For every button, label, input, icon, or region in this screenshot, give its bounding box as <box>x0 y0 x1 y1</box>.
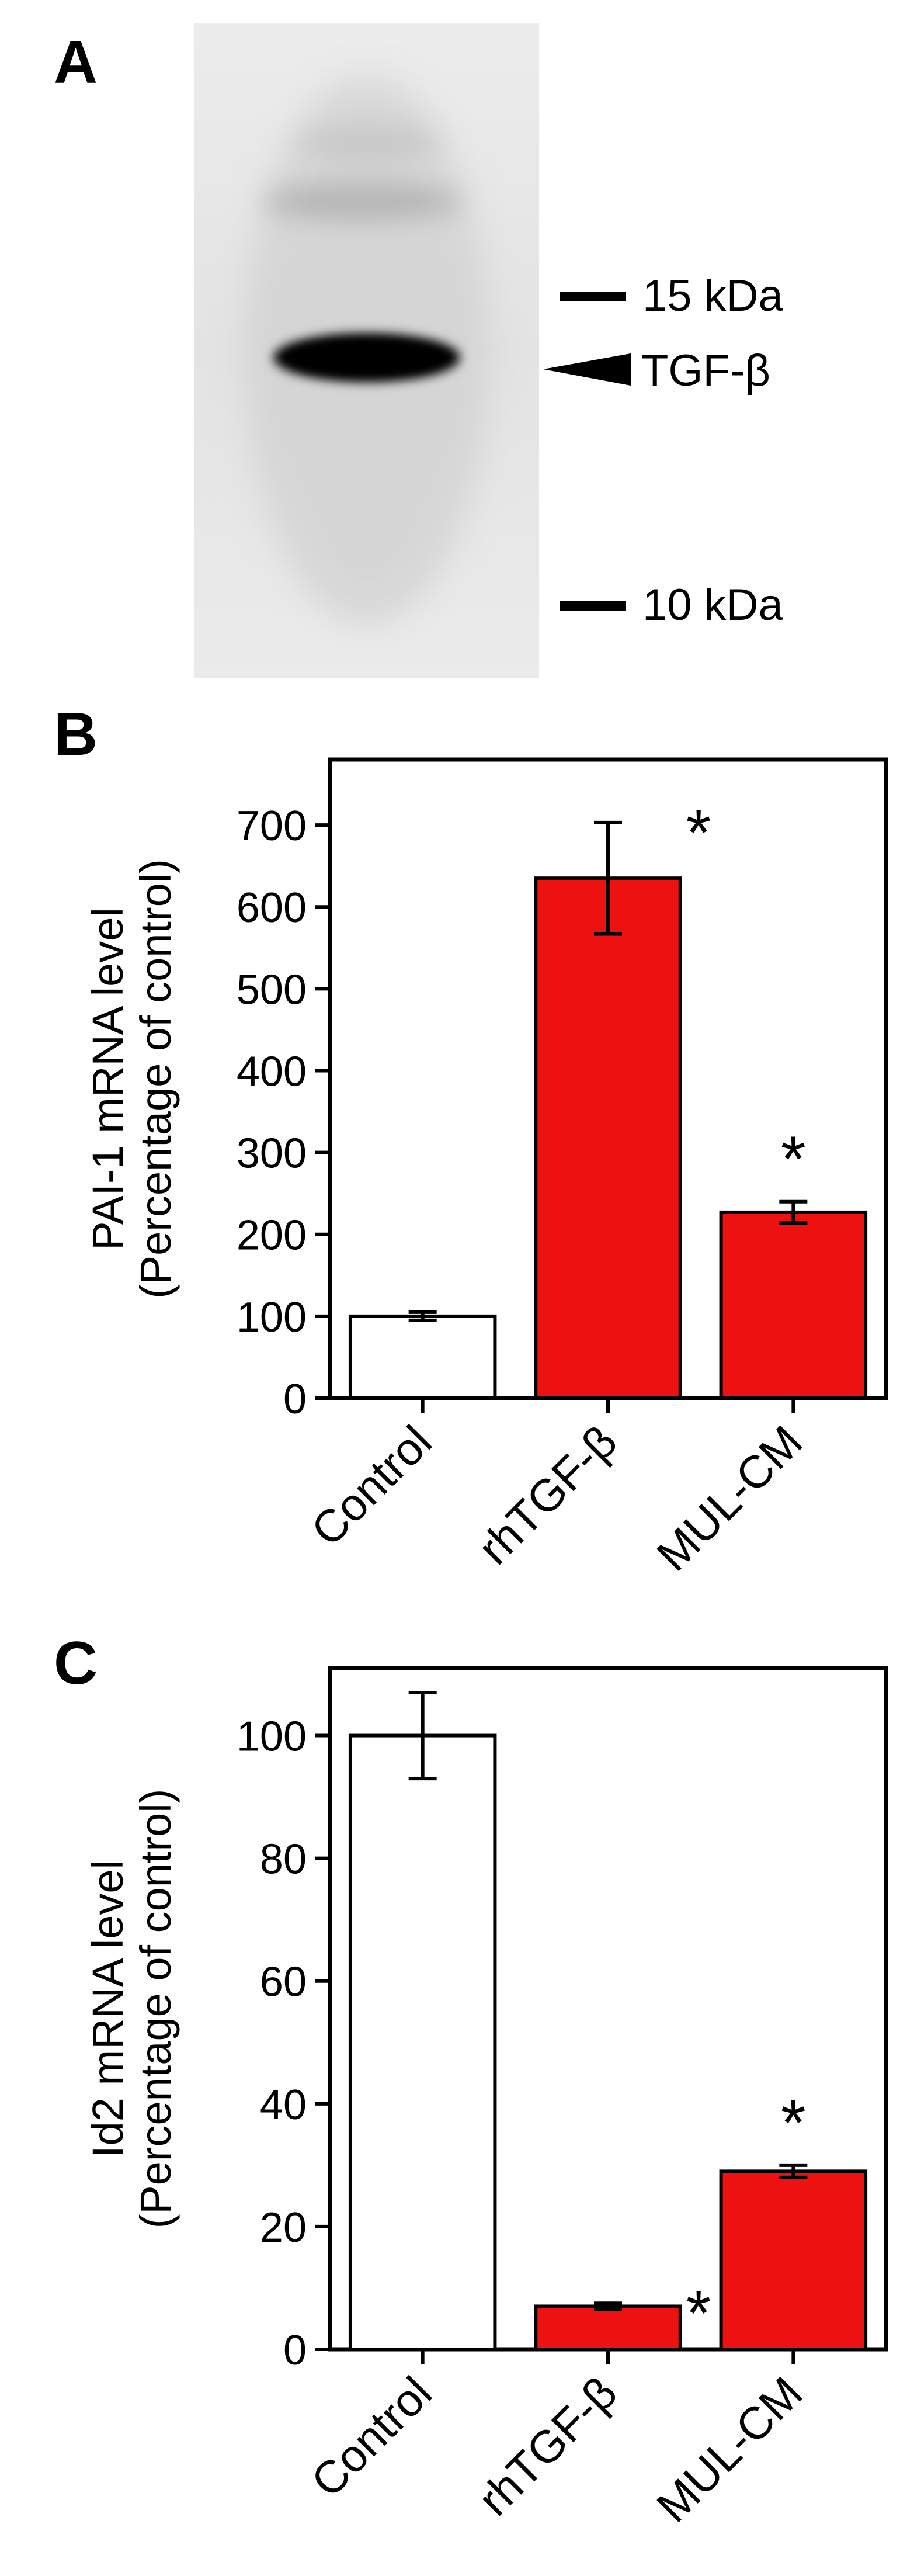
x-category-label: MUL-CM <box>647 2367 812 2532</box>
x-category-label: Control <box>301 1416 442 1556</box>
panel-a: A 15 kDa TGF-β 10 kDa <box>54 23 784 678</box>
bar-mul-cm <box>719 1210 868 1400</box>
y-tick-label: 80 <box>260 1836 307 1883</box>
x-category-label: Control <box>301 2367 442 2507</box>
faint-upper-band-2 <box>298 126 438 161</box>
tgf-beta-arrowhead <box>543 353 631 386</box>
id2-bar-chart: 0 20 40 60 80 100 Id2 mRNA level (Percentage of… <box>84 1666 888 2532</box>
marker-tgf-beta: TGF-β <box>543 346 770 396</box>
y-tick-label: 100 <box>237 1714 307 1760</box>
bar-mul-cm <box>719 2169 868 2352</box>
panel-c-letter: C <box>54 1629 98 1697</box>
tgf-beta-band-core <box>291 342 443 373</box>
y-tick-label: 300 <box>237 1131 307 1177</box>
panel-b-letter: B <box>54 701 98 768</box>
bar-control <box>348 1314 497 1400</box>
significance-asterisk: * <box>781 1124 806 1195</box>
pai1-bar-chart: 0 100 200 300 400 500 600 700 PAI-1 mRNA level (P… <box>84 757 888 1581</box>
faint-upper-band <box>263 183 461 220</box>
x-category-label: rhTGF-β <box>468 2367 627 2526</box>
marker-10kda: 10 kDa <box>560 580 784 630</box>
y-axis-title: Id2 mRNA level <box>84 1860 132 2158</box>
y-tick-label: 60 <box>260 1959 307 2006</box>
significance-asterisk: * <box>781 2087 806 2159</box>
y-tick-label: 600 <box>237 885 307 931</box>
y-tick-label: 500 <box>237 966 307 1013</box>
panel-c: C 0 20 40 60 80 100 Id2 mRNA level (Percentage … <box>54 1629 888 2532</box>
bar-rhtgf- <box>534 2304 682 2352</box>
y-tick-label: 20 <box>260 2204 307 2251</box>
marker-15kda-label: 15 kDa <box>642 271 784 321</box>
y-axis-subtitle: (Percentage of control) <box>131 859 180 1299</box>
marker-10kda-label: 10 kDa <box>642 580 784 630</box>
significance-asterisk: * <box>686 797 711 869</box>
western-blot-image <box>194 23 539 678</box>
y-tick-label: 700 <box>237 803 307 850</box>
y-tick-label: 40 <box>260 2082 307 2128</box>
y-axis-title: PAI-1 mRNA level <box>84 907 132 1250</box>
y-tick-label: 400 <box>237 1048 307 1095</box>
significance-asterisk: * <box>686 2277 711 2349</box>
y-tick-label: 0 <box>283 2327 307 2374</box>
bar-rhtgf- <box>534 876 682 1400</box>
y-tick-label: 0 <box>283 1376 307 1423</box>
bar-control <box>348 1733 497 2351</box>
panel-b: B 0 100 200 300 400 500 600 700 PAI-1 mRNA level… <box>54 701 888 1581</box>
x-category-label: MUL-CM <box>647 1416 812 1581</box>
y-axis-subtitle: (Percentage of control) <box>131 1789 180 2229</box>
y-tick-label: 200 <box>237 1212 307 1259</box>
x-category-label: rhTGF-β <box>468 1416 627 1575</box>
panel-a-letter: A <box>54 29 98 96</box>
marker-15kda: 15 kDa <box>560 271 784 321</box>
marker-tgf-beta-label: TGF-β <box>641 346 770 396</box>
y-tick-label: 100 <box>237 1294 307 1341</box>
